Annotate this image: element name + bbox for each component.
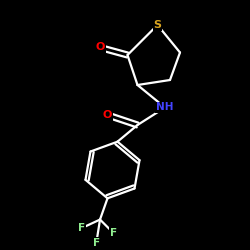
Text: NH: NH [156, 102, 174, 113]
Text: F: F [110, 228, 117, 238]
Text: S: S [154, 20, 162, 30]
Text: F: F [78, 223, 85, 233]
Text: F: F [93, 238, 100, 248]
Text: O: O [95, 42, 105, 52]
Text: O: O [103, 110, 112, 120]
